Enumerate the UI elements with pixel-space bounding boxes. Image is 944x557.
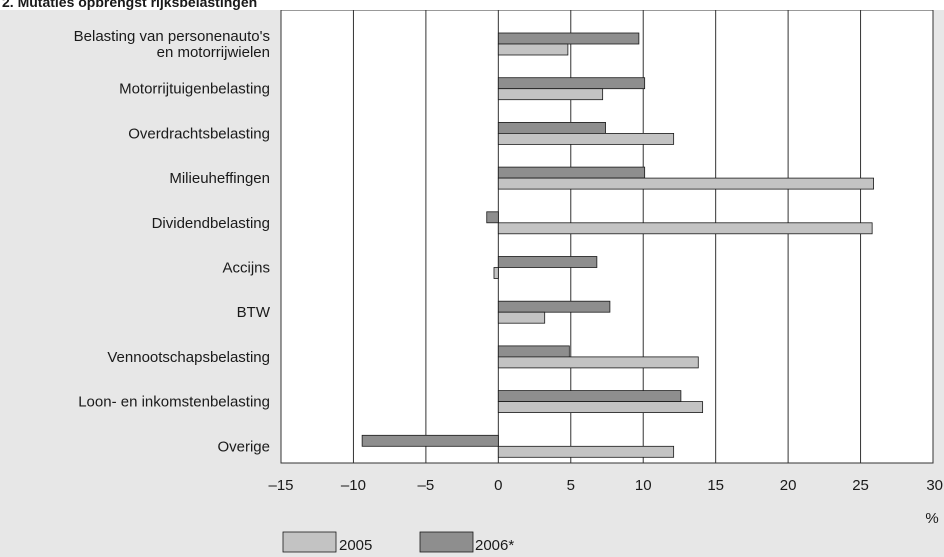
category-label: Vennootschapsbelasting: [107, 349, 270, 366]
bar-2005: [497, 356, 699, 369]
x-axis-tick-labels: –15 –10 –5 0 5 10 15 20 25 30: [268, 477, 943, 494]
bar-2005: [497, 222, 873, 235]
x-tick-label: 15: [707, 477, 724, 494]
x-tick-label: 10: [635, 477, 652, 494]
legend-swatch: [419, 531, 474, 553]
bar-2006: [486, 211, 499, 224]
category-label: Dividendbelasting: [152, 215, 270, 232]
category-label: Milieuheffingen: [169, 170, 270, 187]
bar-2006: [497, 77, 646, 90]
category-label: Motorrijtuigenbelasting: [119, 81, 270, 98]
x-tick-label: –15: [268, 477, 293, 494]
x-tick-label: 25: [852, 477, 869, 494]
x-tick-label: –10: [341, 477, 366, 494]
bar-2005: [497, 401, 704, 414]
legend-swatch: [282, 531, 337, 553]
x-axis-unit-label: %: [925, 510, 938, 527]
bar-2005: [497, 133, 675, 145]
x-tick-label: 30: [926, 477, 943, 494]
bar-2005: [497, 88, 604, 101]
chart-panel: Belasting van personenauto's en motorrijw…: [0, 10, 944, 557]
category-label: BTW: [237, 304, 271, 321]
bar-2006: [497, 300, 611, 313]
bar-2006: [497, 256, 598, 268]
category-label: Overdrachtsbelasting: [128, 125, 270, 142]
category-labels: Belasting van personenauto'sen motorrijw…: [74, 28, 271, 455]
bar-2005: [497, 43, 569, 56]
category-label: Accijns: [222, 260, 270, 277]
bar-2005: [493, 267, 499, 279]
legend-label: 2005: [339, 537, 372, 554]
category-label: en motorrijwielen: [157, 44, 270, 61]
x-tick-label: 5: [567, 477, 575, 494]
bar-2006: [497, 32, 640, 45]
bar-2005: [497, 177, 874, 190]
x-tick-label: 20: [780, 477, 797, 494]
x-tick-label: 0: [494, 477, 502, 494]
bar-2006: [497, 166, 646, 179]
bar-2006: [497, 390, 682, 403]
chart-title: 2. Mutaties opbrengst rijksbelastingen: [2, 0, 258, 10]
category-label: Loon- en inkomstenbelasting: [78, 394, 270, 411]
bar-2006: [497, 345, 570, 358]
legend: 2005 2006*: [282, 531, 514, 554]
legend-label: 2006*: [475, 537, 514, 554]
category-label: Overige: [217, 438, 270, 455]
bar-2006: [361, 434, 499, 447]
bar-chart: Belasting van personenauto'sen motorrijw…: [74, 10, 943, 554]
x-tick-label: –5: [418, 477, 435, 494]
bar-2006: [497, 122, 606, 134]
bar-2005: [497, 311, 546, 324]
category-label: Belasting van personenauto's: [74, 28, 270, 45]
bar-2005: [497, 445, 675, 458]
bars: [361, 32, 874, 458]
